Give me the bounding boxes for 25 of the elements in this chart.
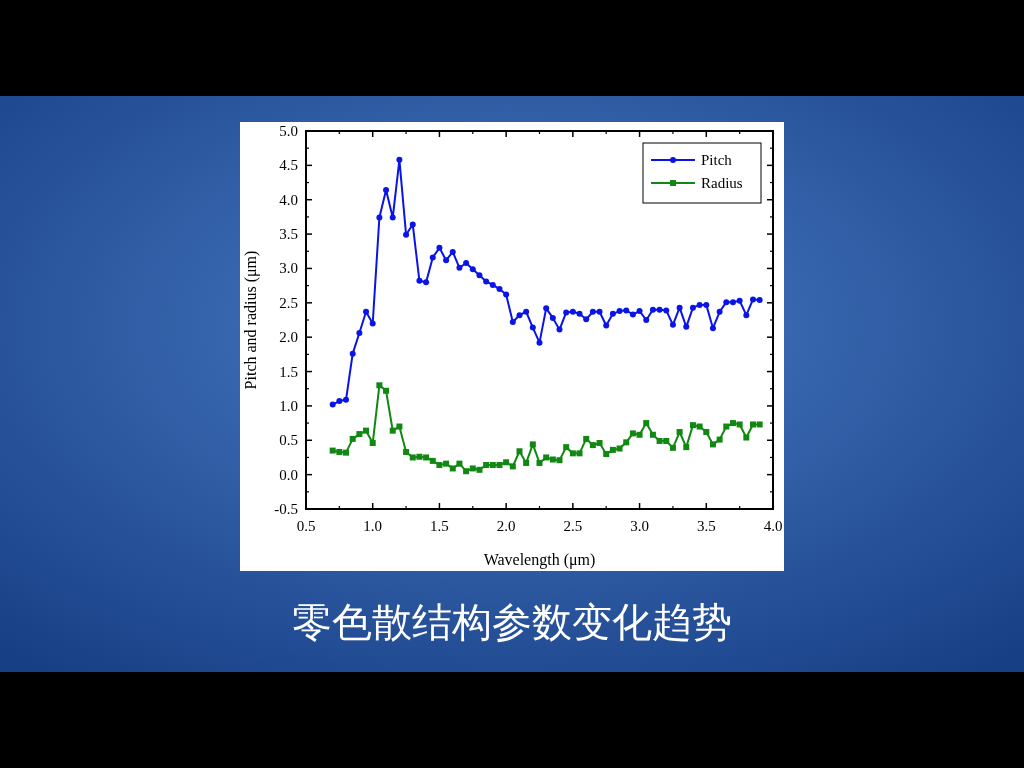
y-tick-label: 2.5 [279, 294, 298, 311]
y-tick-label: 0.0 [279, 466, 298, 483]
y-tick-label: -0.5 [274, 501, 298, 517]
x-tick-label: 3.5 [696, 518, 716, 534]
y-tick-label: 1.5 [279, 363, 298, 380]
x-tick-label: 1.0 [363, 518, 383, 534]
y-tick-label: 3.5 [279, 226, 298, 243]
y-tick-label: 1.0 [279, 397, 298, 414]
y-tick-label: 3.0 [279, 260, 298, 277]
x-tick-label: 3.0 [630, 518, 649, 534]
x-tick-label: 4.0 [763, 518, 783, 534]
x-tick-label: 2.5 [563, 518, 583, 534]
y-tick-label: 0.5 [279, 432, 298, 449]
x-tick-label: 0.5 [296, 518, 316, 534]
x-tick-label: 2.0 [496, 518, 516, 534]
legend-label: Radius [701, 175, 743, 191]
y-tick-label: 2.0 [279, 329, 298, 346]
x-axis-title: Wavelength (μm) [483, 551, 596, 569]
y-tick-label: 4.5 [279, 157, 298, 174]
text: 零色散结构参数变化趋势 [292, 599, 732, 645]
legend-label: Pitch [701, 152, 733, 168]
y-axis-title: Pitch and radius (μm) [242, 250, 260, 390]
x-tick-label: 1.5 [430, 518, 449, 534]
y-tick-label: 4.0 [279, 191, 298, 208]
y-tick-label: 5.0 [279, 123, 298, 139]
